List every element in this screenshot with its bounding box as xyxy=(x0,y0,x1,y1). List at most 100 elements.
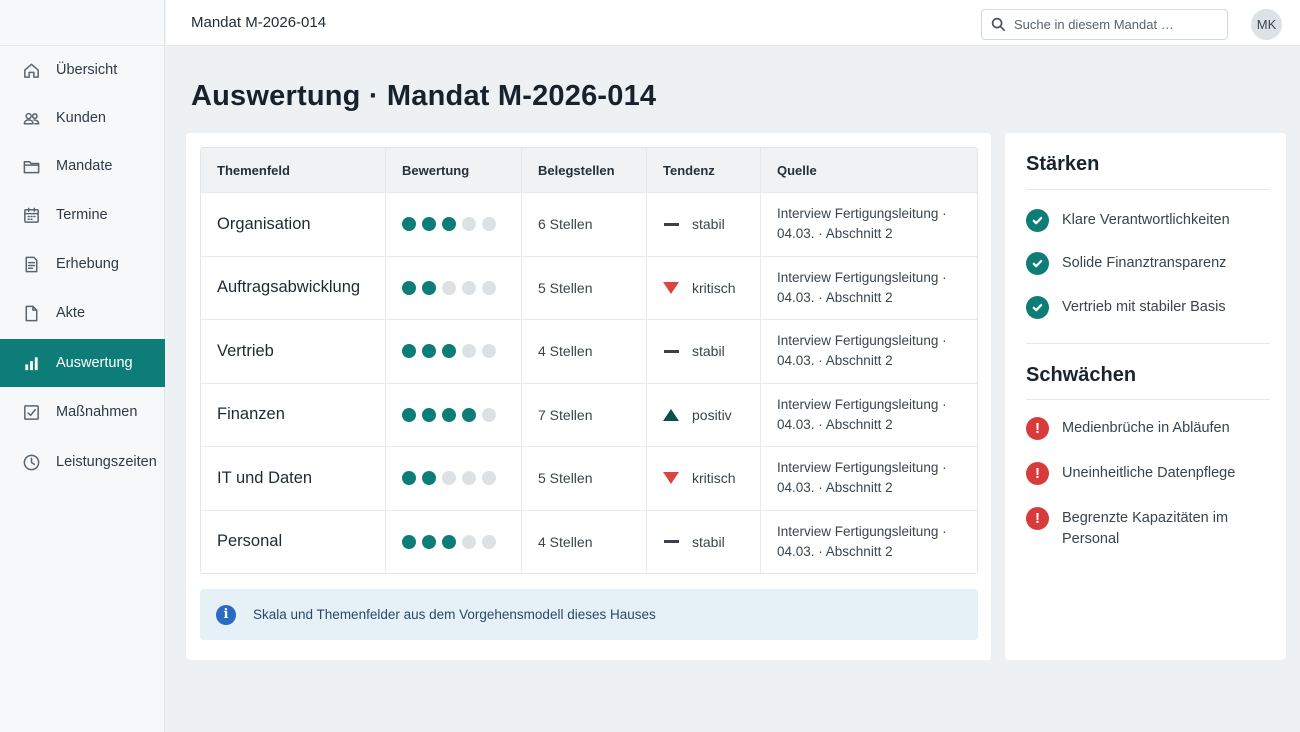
table-row[interactable]: Finanzen 7 Stellen positiv Interview Fertig… xyxy=(201,382,977,447)
sidebar-item-uebersicht[interactable]: Übersicht xyxy=(0,46,165,94)
trend-cell: stabil xyxy=(647,510,761,573)
sidebar-item-label: Termine xyxy=(56,207,108,223)
column-header-themenfeld[interactable]: Themenfeld xyxy=(201,148,386,192)
strengths-title: Stärken xyxy=(1026,153,1100,175)
topic-cell: IT und Daten xyxy=(201,447,386,510)
source-text: Interview Fertigungsleitung · 04.03. · Ab… xyxy=(777,458,947,498)
table-body: Organisation 6 Stellen stabil Interview Fer… xyxy=(201,192,977,573)
document-list-icon xyxy=(21,254,41,274)
bar-chart-icon xyxy=(21,353,41,373)
users-icon xyxy=(21,108,41,128)
rating-dot-filled xyxy=(402,471,416,486)
file-icon xyxy=(21,303,41,323)
source-cell: Interview Fertigungsleitung · 04.03. · Ab… xyxy=(761,384,977,447)
strength-item: Vertrieb mit stabiler Basis xyxy=(1026,296,1276,319)
weaknesses-title: Schwächen xyxy=(1026,364,1137,386)
trend-label: stabil xyxy=(692,533,725,550)
sidebar-item-auswertung[interactable]: Auswertung xyxy=(0,339,165,387)
rating-dots xyxy=(402,471,496,486)
user-avatar[interactable]: MK xyxy=(1251,9,1282,40)
alert-circle-icon: ! xyxy=(1026,507,1049,530)
sidebar-item-leistungszeiten[interactable]: Leistungszeiten xyxy=(0,438,165,486)
info-text: Skala und Themenfelder aus dem Vorgehens… xyxy=(253,607,656,622)
strength-text: Solide Finanztransparenz xyxy=(1062,255,1227,271)
source-cell: Interview Fertigungsleitung · 04.03. · Ab… xyxy=(761,257,977,320)
sidebar-item-label: Mandate xyxy=(56,158,113,174)
rating-dot-filled xyxy=(422,534,436,549)
divider xyxy=(1026,189,1270,190)
trend-indicator: stabil xyxy=(663,343,725,359)
column-header-belegstellen[interactable]: Belegstellen xyxy=(522,148,647,192)
search-box[interactable] xyxy=(981,9,1228,40)
strength-item: Solide Finanztransparenz xyxy=(1026,252,1276,275)
sidebar-item-label: Kunden xyxy=(56,110,106,126)
evidence-cell: 5 Stellen xyxy=(522,256,647,319)
home-icon xyxy=(21,60,41,80)
rating-dot-empty xyxy=(482,534,496,549)
rating-dot-empty xyxy=(482,217,496,232)
topic-cell: Finanzen xyxy=(201,383,386,446)
evidence-cell: 4 Stellen xyxy=(522,320,647,383)
search-input[interactable] xyxy=(1014,17,1214,32)
rating-dot-filled xyxy=(422,344,436,359)
sidebar: Übersicht Kunden Mandate Termine Erhebun… xyxy=(0,0,165,732)
trend-down-icon xyxy=(663,471,679,485)
sidebar-item-label: Maßnahmen xyxy=(56,404,138,420)
info-note: i Skala und Themenfelder aus dem Vorgehe… xyxy=(200,589,978,640)
evidence-cell: 7 Stellen xyxy=(522,383,647,446)
check-circle-icon xyxy=(1026,252,1049,275)
sidebar-item-label: Erhebung xyxy=(56,256,119,272)
weakness-item: ! Begrenzte Kapazitäten im Personal xyxy=(1026,507,1276,550)
sidebar-item-termine[interactable]: Termine xyxy=(0,191,165,239)
topic-cell: Organisation xyxy=(201,193,386,256)
topic-cell: Personal xyxy=(201,510,386,573)
strengths-weaknesses-card: Stärken Klare Verantwortlichkeiten Solid… xyxy=(1005,133,1286,660)
trend-cell: positiv xyxy=(647,383,761,446)
rating-dot-filled xyxy=(422,471,436,486)
rating-cell xyxy=(386,510,522,573)
sidebar-item-label: Akte xyxy=(56,305,86,321)
weakness-text: Uneinheitliche Datenpflege xyxy=(1062,465,1236,481)
rating-dot-filled xyxy=(442,217,456,232)
sidebar-item-erhebung[interactable]: Erhebung xyxy=(0,240,165,288)
trend-label: stabil xyxy=(692,216,725,233)
divider xyxy=(1026,343,1270,344)
source-line: Interview Fertigungsleitung · xyxy=(777,269,947,285)
calendar-icon xyxy=(21,205,41,225)
strength-text: Vertrieb mit stabiler Basis xyxy=(1062,299,1226,315)
sidebar-item-akte[interactable]: Akte xyxy=(0,289,165,337)
evidence-cell: 6 Stellen xyxy=(522,193,647,256)
source-line: 04.03. · Abschnitt 2 xyxy=(777,353,893,369)
rating-dot-filled xyxy=(402,407,416,422)
column-header-bewertung[interactable]: Bewertung xyxy=(386,148,522,192)
breadcrumb-title: Mandat M-2026-014 xyxy=(191,14,327,31)
sidebar-item-kunden[interactable]: Kunden xyxy=(0,94,165,142)
rating-dot-empty xyxy=(462,344,476,359)
weakness-item: ! Uneinheitliche Datenpflege xyxy=(1026,462,1276,485)
trend-label: positiv xyxy=(692,406,732,423)
table-row[interactable]: Organisation 6 Stellen stabil Interview Fer… xyxy=(201,192,977,256)
column-header-quelle[interactable]: Quelle xyxy=(777,162,817,178)
rating-dot-filled xyxy=(402,344,416,359)
table-row[interactable]: Personal 4 Stellen stabil Interview Fertigu… xyxy=(201,509,977,573)
source-text: Interview Fertigungsleitung · 04.03. · Ab… xyxy=(777,331,947,371)
rating-dots xyxy=(402,217,496,232)
rating-dots xyxy=(402,534,496,549)
evaluation-card: Themenfeld Bewertung Belegstellen Tenden… xyxy=(186,133,991,660)
sidebar-item-mandate[interactable]: Mandate xyxy=(0,142,165,190)
clock-icon xyxy=(21,452,41,472)
trend-label: stabil xyxy=(692,343,725,360)
divider xyxy=(1026,399,1270,400)
table-row[interactable]: IT und Daten 5 Stellen kritisch Interview F… xyxy=(201,446,977,510)
source-line: Interview Fertigungsleitung · xyxy=(777,460,947,476)
column-header-tendenz[interactable]: Tendenz xyxy=(647,148,761,192)
trend-indicator: kritisch xyxy=(663,280,736,296)
table-row[interactable]: Auftragsabwicklung 5 Stellen kritisch Inter… xyxy=(201,255,977,320)
trend-up-icon xyxy=(663,408,679,422)
sidebar-item-label: Leistungszeiten xyxy=(56,454,157,470)
sidebar-item-massnahmen[interactable]: Maßnahmen xyxy=(0,388,165,436)
source-line: 04.03. · Abschnitt 2 xyxy=(777,226,893,242)
rating-dot-filled xyxy=(402,534,416,549)
table-row[interactable]: Vertrieb 4 Stellen stabil Interview Fertigu… xyxy=(201,319,977,383)
trend-flat-icon xyxy=(663,344,679,358)
